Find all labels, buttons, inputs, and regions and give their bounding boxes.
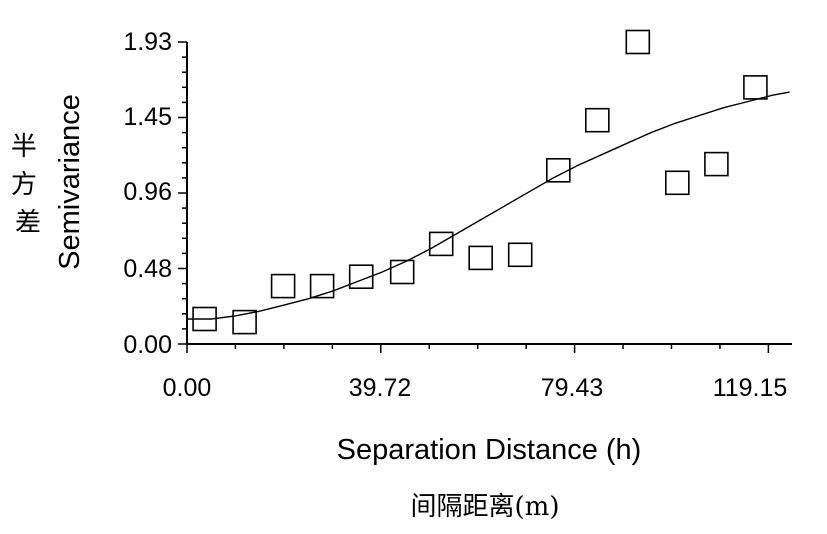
x-axis-title-cn: 间隔距离(m): [411, 492, 560, 522]
y-tick-label: 1.45: [123, 103, 172, 131]
x-tick-label: 0.00: [163, 374, 212, 402]
data-points: [192, 29, 768, 335]
data-point: [468, 245, 494, 271]
fitted-model-curve: [187, 91, 790, 320]
x-tick-label: 79.43: [541, 374, 604, 402]
data-point: [704, 151, 729, 177]
data-point: [192, 306, 217, 332]
y-tick-label: 0.96: [123, 178, 172, 206]
data-point: [309, 273, 335, 299]
data-point: [584, 107, 610, 133]
x-tick-labels: 0.00 39.72 79.43 119.15: [163, 374, 788, 402]
y-tick-label: 1.93: [123, 28, 172, 56]
y-axis-title: Semivariance: [54, 94, 86, 270]
y-tick-label: 0.48: [123, 255, 172, 283]
y-tick-label: 0.00: [123, 331, 172, 359]
data-point: [232, 309, 257, 335]
y-minor-ticks: [178, 41, 187, 345]
data-point: [545, 158, 571, 183]
data-point: [664, 170, 690, 196]
data-point: [389, 259, 415, 285]
y-tick-labels: 0.00 0.48 0.96 1.45 1.93: [123, 28, 172, 359]
y-axis-title-cn-char: 半: [11, 132, 37, 162]
y-axis-title-cn-char: 方: [11, 170, 37, 200]
data-point: [270, 273, 296, 299]
data-point: [625, 29, 651, 55]
x-minor-ticks: [186, 344, 770, 353]
x-axis-title: Separation Distance (h): [337, 434, 642, 466]
y-axis-title-cn: 半 方 差: [11, 132, 45, 238]
data-point: [507, 242, 533, 268]
x-tick-label: 119.15: [713, 374, 788, 402]
data-point: [743, 75, 768, 100]
x-tick-label: 39.72: [349, 374, 412, 402]
data-point: [348, 264, 374, 290]
y-axis-title-cn-char: 差: [15, 208, 41, 238]
data-point: [428, 231, 454, 257]
axes: [186, 42, 792, 345]
